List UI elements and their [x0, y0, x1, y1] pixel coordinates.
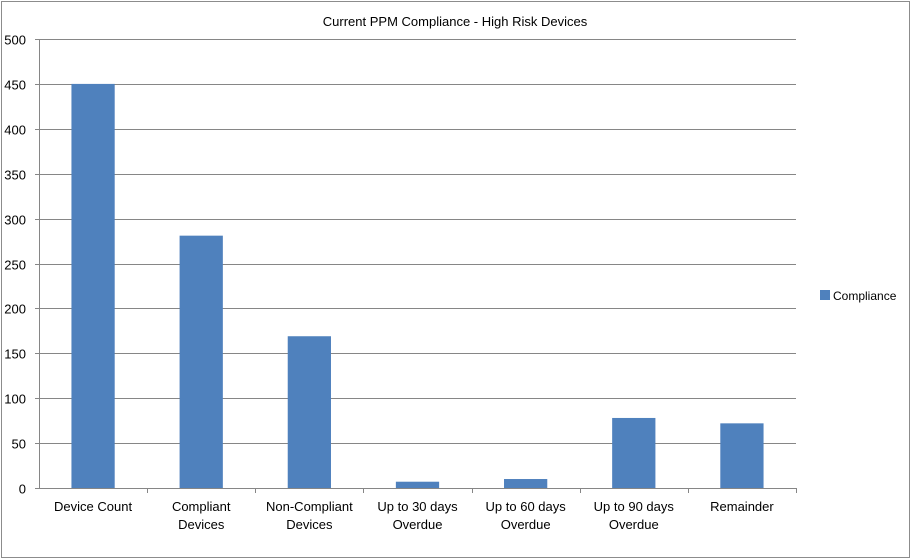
bar	[287, 336, 331, 488]
legend: Compliance	[820, 289, 897, 303]
legend-label: Compliance	[833, 289, 897, 303]
y-tick-label: 450	[4, 78, 26, 93]
bars	[71, 83, 764, 489]
x-tick-label: Up to 60 days Overdue	[486, 499, 567, 532]
bar	[71, 83, 115, 489]
y-axis-ticks: 0 50 100 150 200 250 300 350 400 450 500	[4, 33, 26, 497]
y-tick-label: 300	[4, 213, 26, 228]
x-tick-label: Remainder	[710, 499, 774, 514]
x-tick-label: Non-Compliant Devices	[266, 499, 353, 532]
gridlines	[39, 39, 796, 444]
chart-title: Current PPM Compliance - High Risk Devic…	[323, 14, 588, 29]
bar	[395, 481, 440, 488]
x-tick-label: Up to 90 days Overdue	[594, 499, 675, 532]
y-tick-label: 500	[4, 33, 26, 48]
x-axis-ticks: Device Count Compliant Devices Non-Complian…	[54, 499, 774, 532]
x-tick-label: Compliant Devices	[172, 499, 231, 532]
y-tick-label: 200	[4, 302, 26, 317]
bar	[179, 235, 223, 488]
x-tick-label: Up to 30 days Overdue	[377, 499, 458, 532]
bar	[720, 423, 764, 488]
y-tick-label: 150	[4, 347, 26, 362]
x-tick-label: Device Count	[54, 499, 132, 514]
bar	[612, 417, 656, 488]
y-tick-label: 250	[4, 258, 26, 273]
y-tick-label: 350	[4, 168, 26, 183]
axes	[35, 39, 797, 493]
y-tick-label: 100	[4, 392, 26, 407]
legend-swatch	[820, 290, 830, 300]
bar	[504, 479, 548, 488]
y-tick-label: 50	[12, 437, 26, 452]
y-tick-label: 400	[4, 123, 26, 138]
y-tick-label: 0	[19, 482, 26, 497]
